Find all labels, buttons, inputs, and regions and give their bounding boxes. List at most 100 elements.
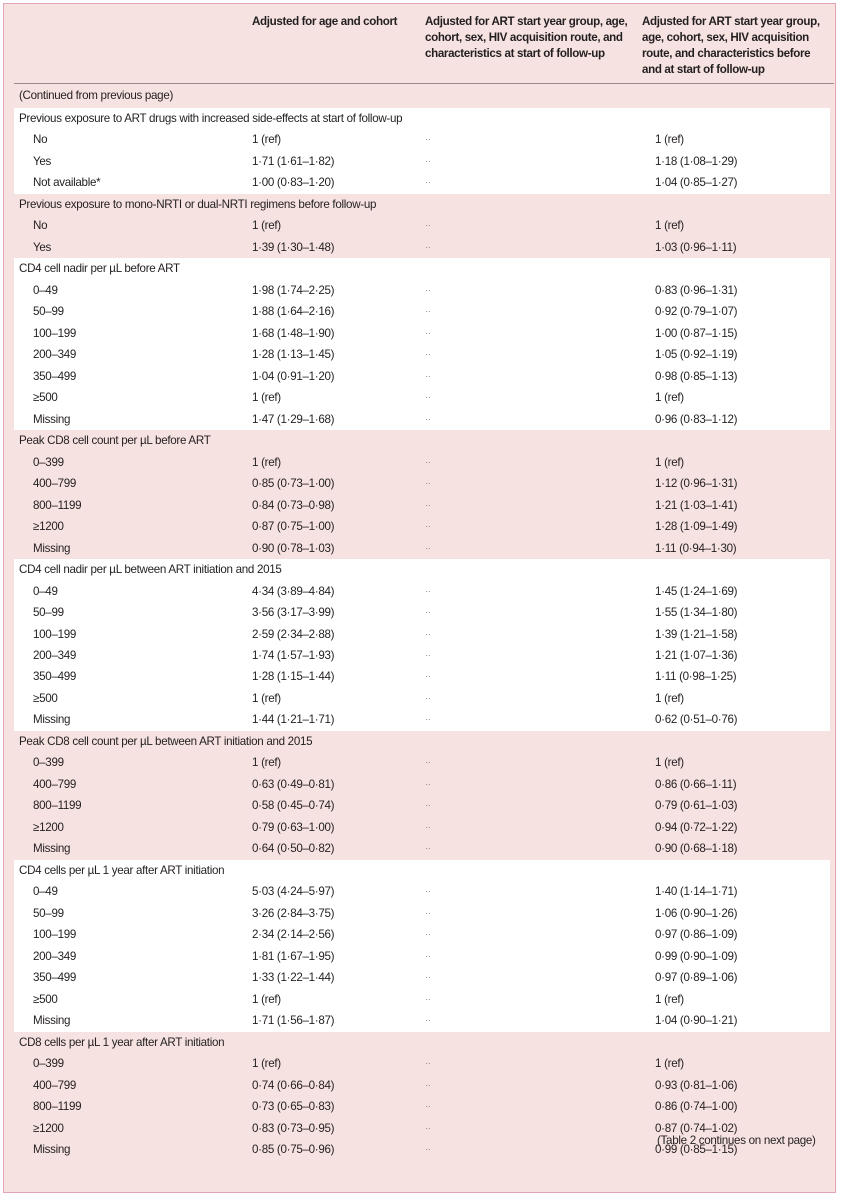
- group-title: Peak CD8 cell count per µL between ART i…: [19, 734, 313, 748]
- value-full: 1·05 (0·92–1·19): [655, 348, 738, 362]
- table-row: 0–399 1 (ref) ·· 1 (ref): [0, 752, 842, 774]
- value-age-cohort: 1 (ref): [252, 455, 281, 469]
- value-full: 1·04 (0·85–1·27): [655, 176, 738, 190]
- row-label: 50–99: [33, 606, 64, 620]
- value-full: 1·21 (1·03–1·41): [655, 498, 738, 512]
- group-title-row: CD4 cell nadir per µL before ART: [0, 258, 842, 280]
- value-age-cohort: 2·34 (2·14–2·56): [252, 928, 335, 942]
- row-label: Missing: [33, 842, 71, 856]
- value-age-cohort: 1 (ref): [252, 133, 281, 147]
- value-age-cohort: 1·28 (1·13–1·45): [252, 348, 335, 362]
- value-full: 1 (ref): [655, 133, 684, 147]
- value-full: 0·99 (0·90–1·09): [655, 949, 738, 963]
- value-full: 1·12 (0·96–1·31): [655, 477, 738, 491]
- table-row: 100–199 1·68 (1·48–1·90) ·· 1·00 (0·87–1·15…: [0, 323, 842, 345]
- value-partial: ··: [425, 692, 431, 703]
- row-label: 350–499: [33, 971, 77, 985]
- value-age-cohort: 0·73 (0·65–0·83): [252, 1100, 335, 1114]
- value-age-cohort: 1 (ref): [252, 756, 281, 770]
- value-full: 1·03 (0·96–1·11): [655, 240, 737, 254]
- header-divider: [14, 83, 834, 84]
- row-label: 50–99: [33, 906, 64, 920]
- column-header-partial-adjustment: Adjusted for ART start year group, age, c…: [425, 14, 628, 84]
- group-title: Previous exposure to ART drugs with incr…: [19, 112, 403, 125]
- row-label: 350–499: [33, 369, 77, 383]
- group-title-row: Previous exposure to ART drugs with incr…: [0, 108, 842, 130]
- value-full: 1 (ref): [655, 756, 684, 770]
- value-full: 1·55 (1·34–1·80): [655, 606, 738, 620]
- table-row: ≥500 1 (ref) ·· 1 (ref): [0, 387, 842, 409]
- value-full: 0·86 (0·66–1·11): [655, 777, 737, 791]
- row-label: Missing: [33, 541, 71, 555]
- value-age-cohort: 5·03 (4·24–5·97): [252, 885, 335, 899]
- value-age-cohort: 1·81 (1·67–1·95): [252, 949, 335, 963]
- group-band: [14, 258, 830, 431]
- table-row: ≥1200 0·87 (0·75–1·00) ·· 1·28 (1·09–1·49): [0, 516, 842, 538]
- table-row: ≥1200 0·79 (0·63–1·00) ·· 0·94 (0·72–1·22): [0, 817, 842, 839]
- row-label: 100–199: [33, 627, 77, 641]
- row-label: ≥1200: [33, 1121, 64, 1135]
- value-partial: ··: [425, 1015, 431, 1026]
- table-row: 200–349 1·81 (1·67–1·95) ·· 0·99 (0·90–1·09…: [0, 946, 842, 968]
- value-partial: ··: [425, 628, 431, 639]
- table-row: 400–799 0·74 (0·66–0·84) ·· 0·93 (0·81–1·06…: [0, 1075, 842, 1097]
- table-row: 400–799 0·63 (0·49–0·81) ·· 0·86 (0·66–1·11…: [0, 774, 842, 796]
- value-age-cohort: 1·98 (1·74–2·25): [252, 283, 335, 297]
- value-partial: ··: [425, 821, 431, 832]
- row-label: ≥500: [33, 691, 58, 705]
- value-age-cohort: 0·74 (0·66–0·84): [252, 1078, 335, 1092]
- value-age-cohort: 0·58 (0·45–0·74): [252, 799, 335, 813]
- value-age-cohort: 1 (ref): [252, 992, 281, 1006]
- value-full: 0·99 (0·85–1·15): [655, 1143, 738, 1157]
- header-line: age, cohort, sex, HIV acquisition: [642, 31, 809, 44]
- row-label: 400–799: [33, 477, 77, 491]
- value-partial: ··: [425, 843, 431, 854]
- value-partial: ··: [425, 1122, 431, 1133]
- value-partial: ··: [425, 241, 431, 252]
- row-label: 0–49: [33, 283, 58, 297]
- value-partial: ··: [425, 155, 431, 166]
- value-full: 0·62 (0·51–0·76): [655, 713, 738, 727]
- row-label: ≥500: [33, 992, 58, 1006]
- value-age-cohort: 1 (ref): [252, 691, 281, 705]
- row-label: 0–399: [33, 455, 64, 469]
- row-label: 0–399: [33, 1057, 64, 1071]
- header-line: Adjusted for ART start year group, age,: [425, 15, 628, 28]
- table-row: 50–99 1·88 (1·64–2·16) ·· 0·92 (0·79–1·07): [0, 301, 842, 323]
- value-full: 1·28 (1·09–1·49): [655, 520, 738, 534]
- row-label: ≥1200: [33, 520, 64, 534]
- value-full: 1 (ref): [655, 992, 684, 1006]
- value-age-cohort: 0·83 (0·73–0·95): [252, 1121, 335, 1135]
- table-row: 0–399 1 (ref) ·· 1 (ref): [0, 1053, 842, 1075]
- value-full: 0·90 (0·68–1·18): [655, 842, 738, 856]
- value-full: 0·97 (0·89–1·06): [655, 971, 738, 985]
- continued-label: (Continued from previous page): [19, 89, 174, 102]
- value-full: 1 (ref): [655, 391, 684, 405]
- row-label: 350–499: [33, 670, 77, 684]
- header-line: cohort, sex, HIV acquisition route, and: [425, 31, 623, 44]
- value-age-cohort: 1·39 (1·30–1·48): [252, 240, 335, 254]
- value-full: 0·96 (0·83–1·12): [655, 412, 738, 426]
- group-title: CD4 cells per µL 1 year after ART initia…: [19, 863, 225, 877]
- row-label: No: [33, 219, 48, 233]
- value-partial: ··: [425, 456, 431, 467]
- table-row: Not available* 1·00 (0·83–1·20) ·· 1·04 (0·…: [0, 172, 842, 194]
- value-partial: ··: [425, 1101, 431, 1112]
- value-age-cohort: 1·33 (1·22–1·44): [252, 971, 335, 985]
- table-row: No 1 (ref) ·· 1 (ref): [0, 129, 842, 151]
- value-age-cohort: 4·34 (3·89–4·84): [252, 584, 335, 598]
- value-full: 0·79 (0·61–1·03): [655, 799, 738, 813]
- table-row: 0–399 1 (ref) ·· 1 (ref): [0, 452, 842, 474]
- value-age-cohort: 0·85 (0·75–0·96): [252, 1143, 335, 1157]
- value-partial: ··: [425, 650, 431, 660]
- table-row: 0–49 5·03 (4·24–5·97) ·· 1·40 (1·14–1·71): [0, 881, 842, 903]
- value-age-cohort: 0·63 (0·49–0·81): [252, 777, 335, 791]
- value-full: 1·06 (0·90–1·26): [655, 906, 738, 920]
- value-full: 1·39 (1·21–1·58): [655, 627, 738, 641]
- table-row: 50–99 3·56 (3·17–3·99) ·· 1·55 (1·34–1·80): [0, 602, 842, 624]
- row-label: 800–1199: [33, 1100, 82, 1114]
- value-partial: ··: [425, 478, 431, 489]
- value-partial: ··: [425, 714, 431, 725]
- value-partial: ··: [425, 177, 431, 188]
- row-label: 800–1199: [33, 498, 82, 512]
